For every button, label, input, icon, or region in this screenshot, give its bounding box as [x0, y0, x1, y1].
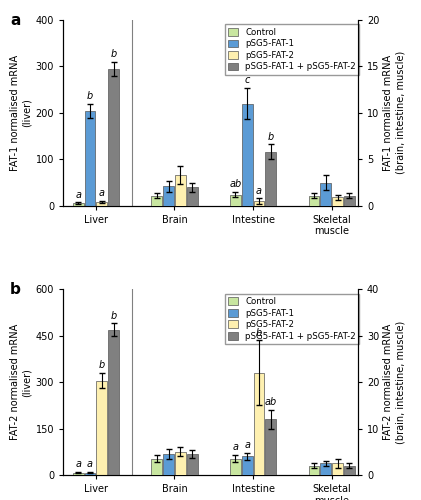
Bar: [344, 466, 355, 475]
Text: a: a: [75, 190, 81, 200]
Bar: [163, 454, 174, 475]
Bar: [309, 196, 320, 205]
Bar: [175, 452, 186, 475]
Text: c: c: [245, 75, 250, 85]
Text: a: a: [244, 440, 250, 450]
Text: a: a: [99, 188, 105, 198]
Bar: [344, 196, 355, 205]
Bar: [85, 110, 96, 206]
Bar: [108, 330, 119, 475]
Text: b: b: [10, 282, 21, 297]
Text: a: a: [232, 442, 238, 452]
Text: b: b: [110, 310, 117, 320]
Bar: [253, 201, 264, 205]
Text: b: b: [110, 49, 117, 59]
Bar: [187, 454, 197, 475]
Bar: [96, 380, 107, 475]
Bar: [108, 68, 119, 205]
Text: a: a: [10, 12, 21, 28]
Bar: [242, 456, 253, 475]
Bar: [152, 196, 162, 205]
Legend: Control, pSG5-FAT-1, pSG5-FAT-2, pSG5-FAT-1 + pSG5-FAT-2: Control, pSG5-FAT-1, pSG5-FAT-2, pSG5-FA…: [224, 294, 360, 344]
Bar: [73, 204, 84, 206]
Text: ab: ab: [265, 397, 277, 407]
Text: b: b: [87, 91, 93, 101]
Bar: [332, 464, 343, 475]
Text: ab: ab: [229, 179, 242, 189]
Text: b: b: [268, 132, 274, 141]
Bar: [85, 472, 96, 475]
Bar: [332, 198, 343, 205]
Text: b: b: [256, 328, 262, 338]
Text: a: a: [87, 459, 93, 469]
Bar: [96, 202, 107, 205]
Bar: [230, 459, 241, 475]
Text: a: a: [256, 186, 262, 196]
Y-axis label: FAT-2 normalised mRNA
(brain, intestine, muscle): FAT-2 normalised mRNA (brain, intestine,…: [384, 320, 405, 444]
Legend: Control, pSG5-FAT-1, pSG5-FAT-2, pSG5-FAT-1 + pSG5-FAT-2: Control, pSG5-FAT-1, pSG5-FAT-2, pSG5-FA…: [224, 24, 360, 75]
Text: a: a: [75, 459, 81, 469]
Bar: [187, 187, 197, 206]
Bar: [253, 373, 264, 475]
Y-axis label: FAT-1 normalised mRNA
(brain, intestine, muscle): FAT-1 normalised mRNA (brain, intestine,…: [384, 51, 405, 174]
Bar: [309, 466, 320, 475]
Bar: [163, 186, 174, 206]
Bar: [175, 175, 186, 206]
Bar: [152, 459, 162, 475]
Bar: [230, 194, 241, 205]
Bar: [73, 472, 84, 475]
Y-axis label: FAT-1 normalised mRNA
(liver): FAT-1 normalised mRNA (liver): [10, 55, 32, 171]
Bar: [320, 182, 331, 206]
Y-axis label: FAT-2 normalised mRNA
(liver): FAT-2 normalised mRNA (liver): [10, 324, 32, 440]
Bar: [242, 104, 253, 206]
Text: b: b: [99, 360, 105, 370]
Bar: [265, 152, 276, 206]
Bar: [320, 464, 331, 475]
Bar: [265, 420, 276, 475]
